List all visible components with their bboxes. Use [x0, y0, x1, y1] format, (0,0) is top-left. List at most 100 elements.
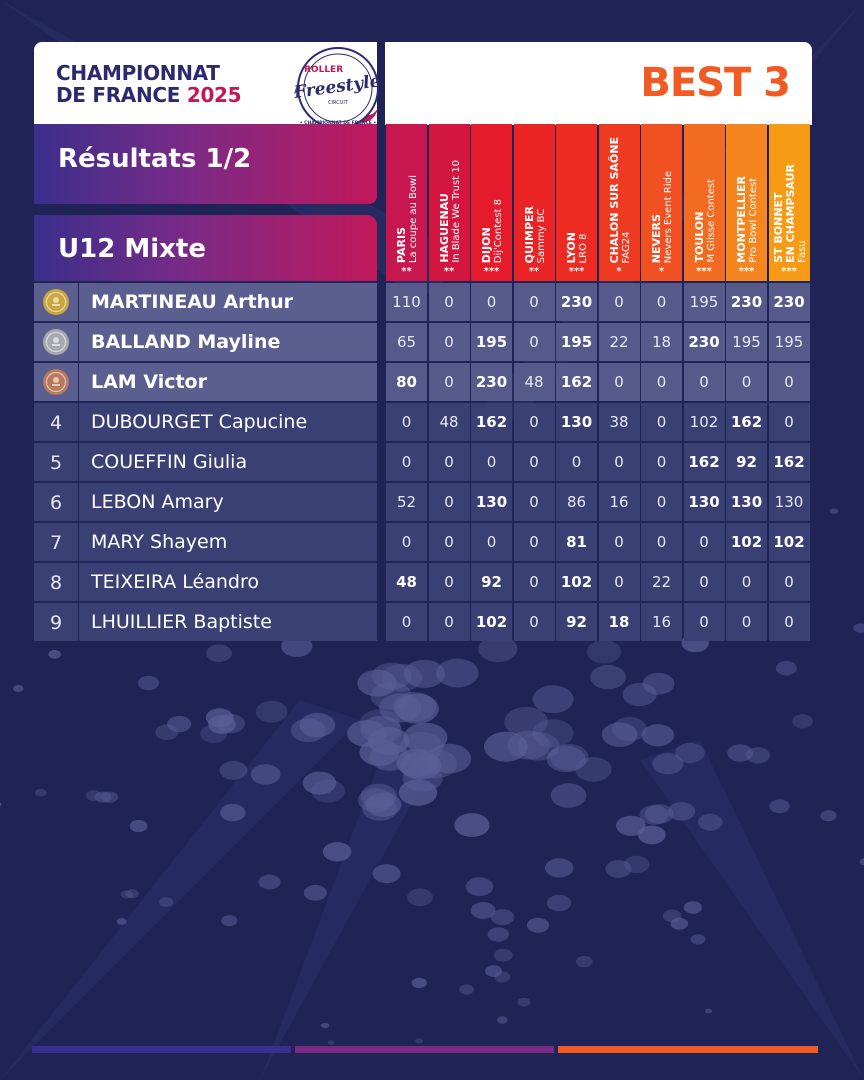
score-cell: 38	[598, 403, 640, 441]
athlete-name: COUEFFIN Giulia	[91, 451, 248, 473]
score-cell: 0	[726, 603, 767, 641]
athlete-name-cell: LEBON Amary	[79, 483, 377, 521]
score-cell: 0	[471, 283, 512, 321]
score-cell: 0	[428, 363, 470, 401]
rank-number: 9	[49, 612, 63, 634]
score-cell: 130	[726, 483, 767, 521]
score-cell: 130	[471, 483, 512, 521]
score-cell: 102	[471, 603, 512, 641]
gold-medal-icon	[43, 289, 69, 315]
score-cell: 48	[386, 563, 427, 601]
rank-cell: 5	[34, 443, 78, 481]
column-event: Sammy BC	[535, 208, 547, 263]
column-header-10: ST BONNET EN CHAMPSAUR Fasu ***	[768, 124, 810, 281]
title-line2-text: DE FRANCE	[56, 83, 181, 107]
title-year: 2025	[186, 83, 242, 107]
score-cell: 0	[471, 443, 512, 481]
score-cell: 0	[641, 523, 682, 561]
score-cell: 0	[471, 523, 512, 561]
score-cell: 22	[598, 323, 640, 361]
score-cell: 0	[428, 603, 470, 641]
score-cell: 0	[513, 563, 555, 601]
score-cell: 162	[768, 443, 810, 481]
score-cell: 18	[598, 603, 640, 641]
column-header-text: ST BONNET EN CHAMPSAUR Fasu	[772, 164, 809, 263]
column-header-text: PARIS La coupe au Bowl	[395, 175, 420, 263]
column-stars: **	[401, 266, 412, 277]
score-cell: 0	[768, 403, 810, 441]
best-3-header: BEST 3	[385, 42, 812, 125]
column-header-text: MONTPELLIER Pro Bowl Contest	[735, 176, 760, 263]
score-cell: 65	[386, 323, 427, 361]
column-header-6: CHALON SUR SAÔNE FAG24 *	[598, 124, 640, 281]
score-cell: 0	[513, 603, 555, 641]
athlete-name: MARTINEAU Arthur	[91, 291, 294, 313]
score-cell: 0	[428, 323, 470, 361]
score-cell: 102	[556, 563, 597, 601]
score-cell: 0	[428, 563, 470, 601]
athlete-name-cell: DUBOURGET Capucine	[79, 403, 377, 441]
silver-medal-icon	[43, 329, 69, 355]
rank-number: 8	[49, 572, 63, 594]
score-cell: 162	[726, 403, 767, 441]
svg-text:• CHAMPIONNAT DE FRANCE •: • CHAMPIONNAT DE FRANCE •	[300, 120, 377, 126]
athlete-name: LAM Victor	[91, 371, 207, 393]
column-header-text: NEVERS Nevers Event Ride	[650, 171, 675, 263]
athlete-name: TEIXEIRA Léandro	[91, 571, 260, 593]
athlete-name-cell: LAM Victor	[79, 363, 377, 401]
column-header-text: LYON LRO 8	[565, 231, 590, 263]
athlete-name-cell: MARTINEAU Arthur	[79, 283, 377, 321]
score-cell: 0	[641, 443, 682, 481]
column-city: CHALON SUR SAÔNE	[607, 136, 621, 263]
column-header-5: LYON LRO 8 ***	[556, 124, 597, 281]
score-cell: 0	[513, 523, 555, 561]
score-cell: 81	[556, 523, 597, 561]
column-city: NEVERS	[650, 213, 663, 263]
column-header-text: DIJON Dij'Contest 8	[480, 199, 505, 263]
column-header-text: HAGUENAU In Blade We Trust 10	[437, 160, 463, 263]
footer-bar-segment-1	[32, 1046, 291, 1053]
column-event: In Blade We Trust 10	[450, 160, 462, 263]
column-header-text: CHALON SUR SAÔNE FAG24	[607, 136, 633, 263]
column-header-4: QUIMPER Sammy BC **	[513, 124, 555, 281]
roller-freestyle-logo: ROLLER Freestyle CIRCUIT • CHAMPIONNAT D…	[292, 47, 381, 129]
bronze-medal-icon	[43, 369, 69, 395]
score-cell: 0	[513, 483, 555, 521]
score-cell: 0	[556, 443, 597, 481]
score-cell: 110	[386, 283, 427, 321]
score-cell: 0	[641, 483, 682, 521]
column-city: HAGUENAU	[437, 193, 451, 263]
score-cell: 0	[683, 363, 725, 401]
score-cell: 130	[768, 483, 810, 521]
score-cell: 130	[556, 403, 597, 441]
footer-bar-segment-3	[558, 1046, 818, 1053]
championship-title: CHAMPIONNAT DE FRANCE 2025	[56, 62, 286, 106]
column-header-8: TOULON M Glisse Contest ***	[683, 124, 725, 281]
score-cell: 0	[428, 283, 470, 321]
results-banner: Résultats 1/2	[34, 124, 377, 204]
column-stars: ***	[738, 266, 755, 277]
column-header-2: HAGUENAU In Blade We Trust 10 **	[428, 124, 470, 281]
score-cell: 0	[386, 603, 427, 641]
rank-cell: 4	[34, 403, 78, 441]
column-stars: *	[616, 266, 622, 277]
column-city: PARIS	[395, 226, 408, 263]
score-cell: 86	[556, 483, 597, 521]
column-city: EN CHAMPSAUR	[783, 164, 797, 263]
score-cell: 0	[683, 603, 725, 641]
score-cell: 52	[386, 483, 427, 521]
score-cell: 230	[768, 283, 810, 321]
athlete-name-cell: LHUILLIER Baptiste	[79, 603, 377, 641]
score-cell: 195	[726, 323, 767, 361]
column-event: M Glisse Contest	[705, 179, 717, 263]
score-cell: 0	[513, 443, 555, 481]
rank-cell: 9	[34, 603, 78, 641]
score-cell: 0	[768, 603, 810, 641]
rank-cell: 7	[34, 523, 78, 561]
column-header-3: DIJON Dij'Contest 8 ***	[471, 124, 512, 281]
column-city: LYON	[565, 231, 578, 263]
score-cell: 230	[471, 363, 512, 401]
score-cell: 92	[471, 563, 512, 601]
athlete-name-cell: TEIXEIRA Léandro	[79, 563, 377, 601]
score-cell: 92	[556, 603, 597, 641]
